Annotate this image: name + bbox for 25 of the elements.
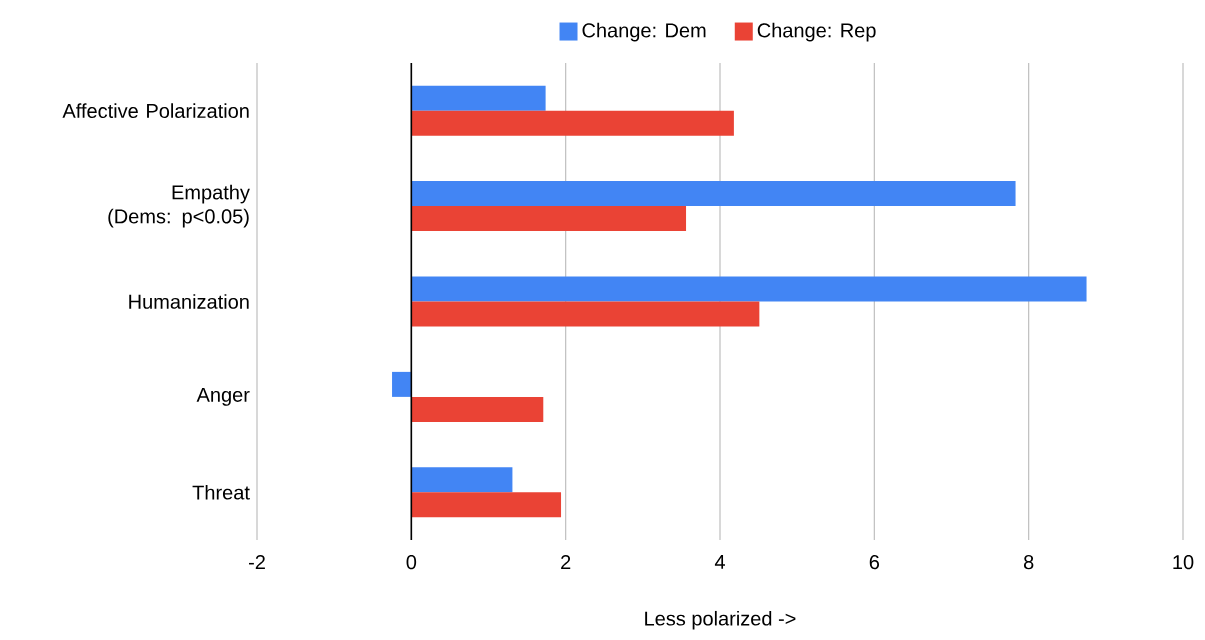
x-tick-label: 10 bbox=[1173, 555, 1194, 570]
bar bbox=[411, 85, 546, 111]
bar bbox=[411, 396, 544, 422]
x-tick-label: -2 bbox=[248, 555, 265, 570]
legend-label: Change: Dem bbox=[582, 22, 706, 42]
bar bbox=[411, 206, 687, 232]
y-tick-label: Anger bbox=[196, 387, 250, 406]
x-tick-label: 4 bbox=[714, 555, 725, 569]
y-tick-label: Threat bbox=[192, 484, 250, 500]
bar bbox=[392, 371, 412, 397]
y-tick-label: Affective Polarization bbox=[62, 103, 249, 119]
bar bbox=[411, 181, 1016, 207]
legend-label: Change: Rep bbox=[757, 22, 876, 42]
bar bbox=[411, 301, 760, 327]
x-axis-title: Less polarized -> bbox=[645, 610, 796, 630]
x-tick-label: 0 bbox=[406, 555, 417, 570]
bar bbox=[411, 110, 734, 136]
x-tick-label: 6 bbox=[869, 555, 880, 570]
y-tick-label: Humanization bbox=[129, 294, 249, 309]
bar bbox=[411, 276, 1087, 302]
y-tick-label: Empathy (Dems: p<0.05) bbox=[108, 184, 250, 228]
bar bbox=[411, 492, 562, 518]
x-tick-label: 2 bbox=[561, 555, 571, 570]
x-tick-label: 8 bbox=[1023, 555, 1034, 570]
bar bbox=[411, 467, 513, 493]
